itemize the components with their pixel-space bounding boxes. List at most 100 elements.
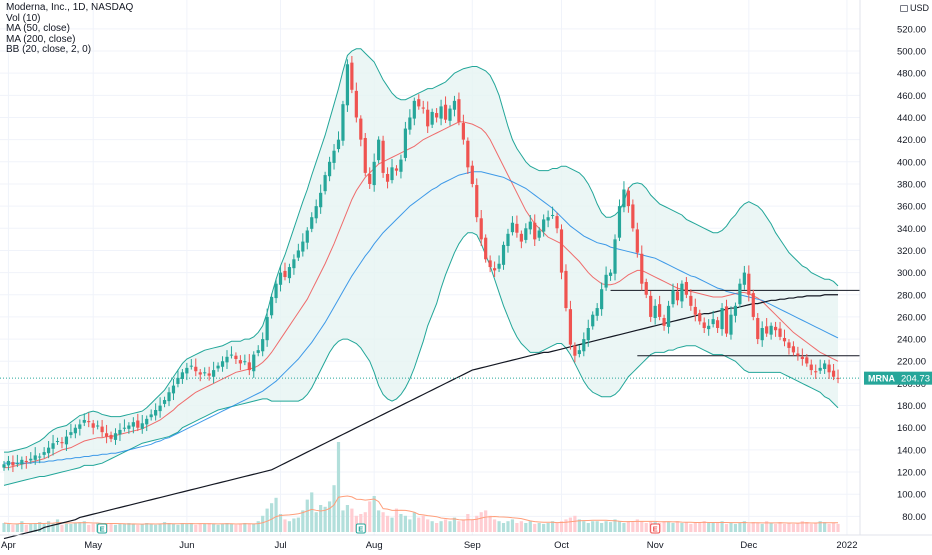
candle-body: [292, 259, 296, 269]
volume-bar: [283, 519, 287, 532]
candle-body: [778, 328, 782, 337]
candle-body: [658, 304, 662, 317]
candle-body: [305, 230, 309, 243]
candle-body: [577, 350, 581, 355]
candle-body: [162, 400, 167, 404]
price-axis: 80.00100.00120.00140.00160.00180.00200.0…: [859, 0, 932, 550]
last-price-label[interactable]: MRNA 204.73: [864, 371, 932, 385]
candle-body: [238, 360, 242, 364]
volume-bar: [394, 508, 399, 532]
volume-bar: [319, 505, 323, 532]
volume-bar: [29, 523, 33, 532]
earnings-marker-label: E: [653, 525, 658, 534]
candle-body: [626, 190, 630, 207]
volume-bar: [381, 512, 385, 532]
volume-bar: [488, 515, 492, 532]
candle-body: [220, 361, 225, 367]
candle-body: [760, 328, 764, 341]
candle-body: [800, 356, 804, 360]
candle-body: [675, 291, 680, 301]
candle-body: [573, 345, 577, 356]
candle-body: [684, 282, 688, 295]
candle-body: [363, 137, 367, 173]
bb-fill: [4, 48, 839, 486]
candle-body: [756, 318, 760, 340]
volume-bar: [693, 523, 697, 532]
candle-body: [716, 320, 720, 328]
volume-bar: [417, 517, 421, 532]
ma50-line: [4, 171, 839, 464]
volume-bar: [626, 521, 630, 532]
legend-volume[interactable]: Vol (10): [6, 12, 41, 24]
volume-bar: [497, 521, 501, 532]
volume-bar: [689, 523, 693, 532]
candle-body: [394, 168, 399, 171]
candle-body: [180, 372, 184, 379]
volume-ma-line: [3, 495, 839, 525]
y-tick-label: 100.00: [897, 490, 926, 501]
x-tick-label: Jul: [274, 540, 286, 550]
candle-body: [100, 426, 104, 433]
candle-body: [439, 106, 443, 119]
volume-bar: [791, 523, 796, 532]
candle-body: [78, 424, 82, 429]
volume-bar: [501, 523, 506, 532]
candle-body: [229, 354, 234, 356]
x-tick-label: Apr: [1, 540, 16, 550]
volume-bar: [287, 521, 292, 532]
y-tick-label: 300.00: [897, 268, 926, 279]
volume-bar: [327, 501, 332, 532]
volume-bar: [278, 514, 283, 532]
candle-body: [38, 456, 42, 458]
volume-bar: [733, 523, 738, 532]
candle-body: [341, 104, 345, 141]
volume-bar: [292, 518, 296, 532]
legend-title[interactable]: Moderna, Inc., 1D, NASDAQ: [6, 2, 134, 13]
y-tick-label: 80.00: [902, 512, 926, 523]
volume-bar: [524, 523, 528, 532]
volume-bar: [60, 524, 64, 532]
volume-bar: [310, 492, 314, 532]
volume-bar: [769, 523, 773, 532]
volume-bar: [604, 521, 608, 532]
candle-body: [742, 272, 746, 285]
volume-bar: [435, 523, 439, 532]
volume-bar: [252, 523, 256, 532]
y-tick-label: 480.00: [897, 69, 926, 80]
x-tick-label: Oct: [554, 540, 569, 550]
volume-bar: [64, 523, 69, 532]
volume-bar: [568, 517, 573, 532]
candle-body: [537, 230, 541, 238]
candle-body: [327, 161, 332, 177]
candle-body: [662, 318, 666, 326]
volume-bar: [800, 521, 804, 532]
volume-bar: [765, 521, 769, 532]
bollinger-bands: [3, 48, 839, 486]
y-tick-label: 440.00: [897, 113, 926, 124]
currency-selector[interactable]: USD: [900, 3, 929, 13]
candle-body: [104, 433, 109, 437]
candle-body: [51, 443, 55, 449]
candle-body: [194, 366, 198, 372]
volume-bar: [171, 523, 176, 532]
candle-body: [319, 192, 323, 208]
candle-body: [91, 423, 95, 428]
volume-bar: [510, 519, 515, 532]
candle-body: [515, 223, 519, 233]
legend-ma200[interactable]: MA (200, close): [6, 33, 76, 45]
volume-bar: [716, 522, 720, 532]
legend-bb[interactable]: BB (20, close, 2, 0): [6, 44, 92, 55]
volume-bar: [296, 517, 300, 532]
candle-body: [747, 273, 751, 295]
candle-body: [831, 370, 836, 377]
volume-bar: [515, 523, 519, 532]
volume-bar: [207, 523, 211, 532]
volume-bar: [33, 523, 37, 532]
legend-ma50[interactable]: MA (50, close): [6, 23, 70, 34]
candle-body: [773, 326, 778, 331]
symbol-label: MRNA: [868, 374, 895, 384]
candle-body: [122, 427, 127, 429]
candle-body: [430, 111, 434, 125]
